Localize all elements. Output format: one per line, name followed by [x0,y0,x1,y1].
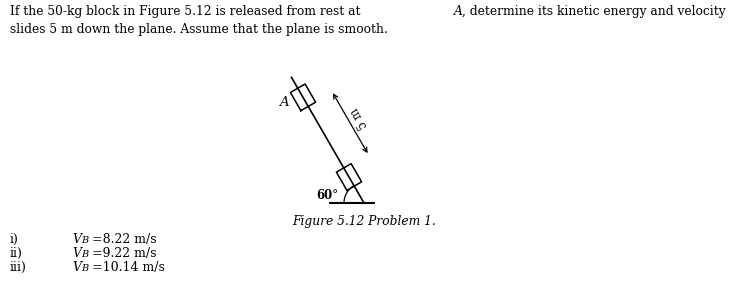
Text: B: B [82,264,89,273]
Text: A: A [279,96,289,109]
Text: , determine its kinetic energy and velocity after it: , determine its kinetic energy and veloc… [462,5,729,18]
Text: ii): ii) [10,247,23,260]
Text: 5 m: 5 m [348,105,370,131]
Text: =8.22 m/s: =8.22 m/s [92,233,157,246]
Text: If the 50-kg block in Figure 5.12 is released from rest at: If the 50-kg block in Figure 5.12 is rel… [10,5,364,18]
Text: B: B [82,236,89,245]
Text: A: A [453,5,462,18]
Text: B: B [82,250,89,259]
Text: =9.22 m/s: =9.22 m/s [92,247,157,260]
Text: =10.14 m/s: =10.14 m/s [92,261,165,274]
Text: V: V [72,247,81,260]
Text: i): i) [10,233,19,246]
Text: slides 5 m down the plane. Assume that the plane is smooth.: slides 5 m down the plane. Assume that t… [10,23,388,36]
Text: V: V [72,233,81,246]
Text: 60°: 60° [316,189,338,202]
Text: iii): iii) [10,261,27,274]
Text: Figure 5.12 Problem 1.: Figure 5.12 Problem 1. [292,215,436,228]
Text: V: V [72,261,81,274]
